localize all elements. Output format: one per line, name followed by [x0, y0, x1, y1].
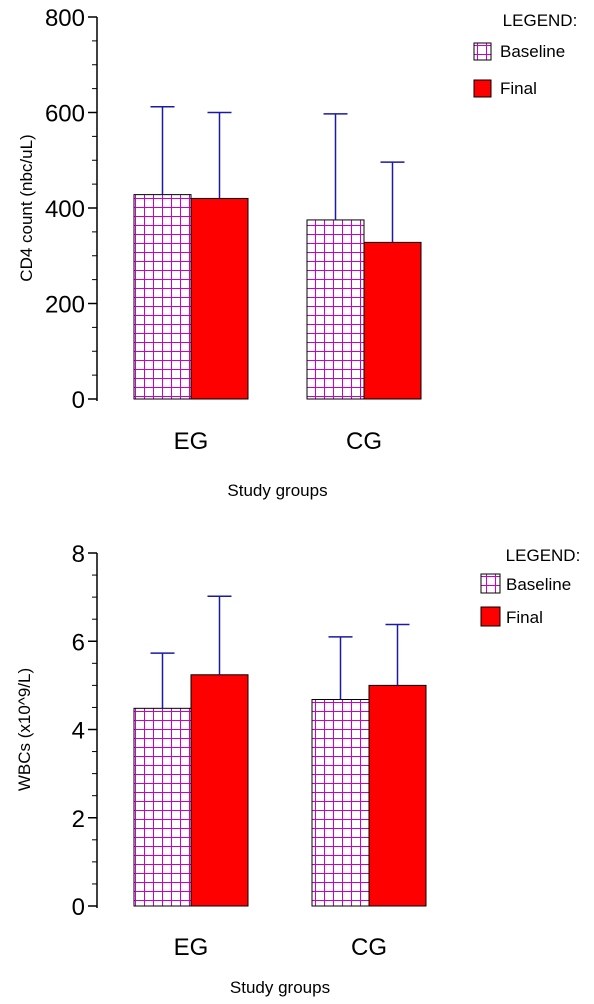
y-axis-title: CD4 count (nbc/uL) — [17, 134, 36, 281]
legend-label-final: Final — [506, 608, 543, 627]
legend-title: LEGEND: — [506, 546, 581, 565]
y-axis-title: WBCs (x10^9/L) — [15, 668, 34, 791]
legend-label-baseline: Baseline — [500, 42, 565, 61]
bar-baseline-cg — [306, 219, 365, 400]
x-category-label: CG — [346, 428, 382, 455]
x-axis-title: Study groups — [230, 978, 330, 997]
x-category-label: EG — [174, 934, 209, 961]
legend-swatch-baseline — [480, 573, 501, 594]
bar-final-cg — [368, 684, 427, 907]
y-tick-label: 6 — [72, 629, 85, 656]
legend-swatch-baseline — [473, 42, 492, 61]
bar-final-cg — [363, 241, 422, 400]
legend-title: LEGEND: — [503, 11, 578, 30]
legend-swatch-final — [473, 79, 492, 98]
y-tick-label: 8 — [72, 541, 85, 568]
bar-baseline-eg — [133, 194, 192, 400]
legend-swatch-final — [480, 606, 501, 627]
y-tick-label: 2 — [72, 806, 85, 833]
y-tick-label: 400 — [45, 196, 85, 223]
legend: LEGEND: Baseline Final — [473, 11, 578, 98]
y-tick-label: 0 — [72, 387, 85, 414]
y-tick-label: 800 — [45, 5, 85, 32]
legend-label-baseline: Baseline — [506, 575, 571, 594]
legend-label-final: Final — [500, 79, 537, 98]
cd4-chart: 0 200 400 600 800 CD4 count (nbc/uL) EG CG Study… — [17, 5, 577, 500]
legend: LEGEND: Baseline Final — [480, 546, 581, 627]
bar-baseline-eg — [133, 707, 192, 907]
y-tick-label: 0 — [72, 894, 85, 921]
bar-baseline-cg — [311, 698, 370, 907]
x-category-label: CG — [351, 934, 387, 961]
y-tick-label: 200 — [45, 292, 85, 319]
y-tick-label: 4 — [72, 718, 85, 745]
bar-final-eg — [190, 674, 249, 907]
x-category-label: EG — [174, 428, 209, 455]
bar-final-eg — [190, 197, 249, 400]
x-axis-title: Study groups — [227, 481, 327, 500]
wbc-chart: 0 2 4 6 8 WBCs (x10^9/L) EG CG Study groups LEGEN… — [15, 541, 580, 997]
y-tick-label: 600 — [45, 101, 85, 128]
